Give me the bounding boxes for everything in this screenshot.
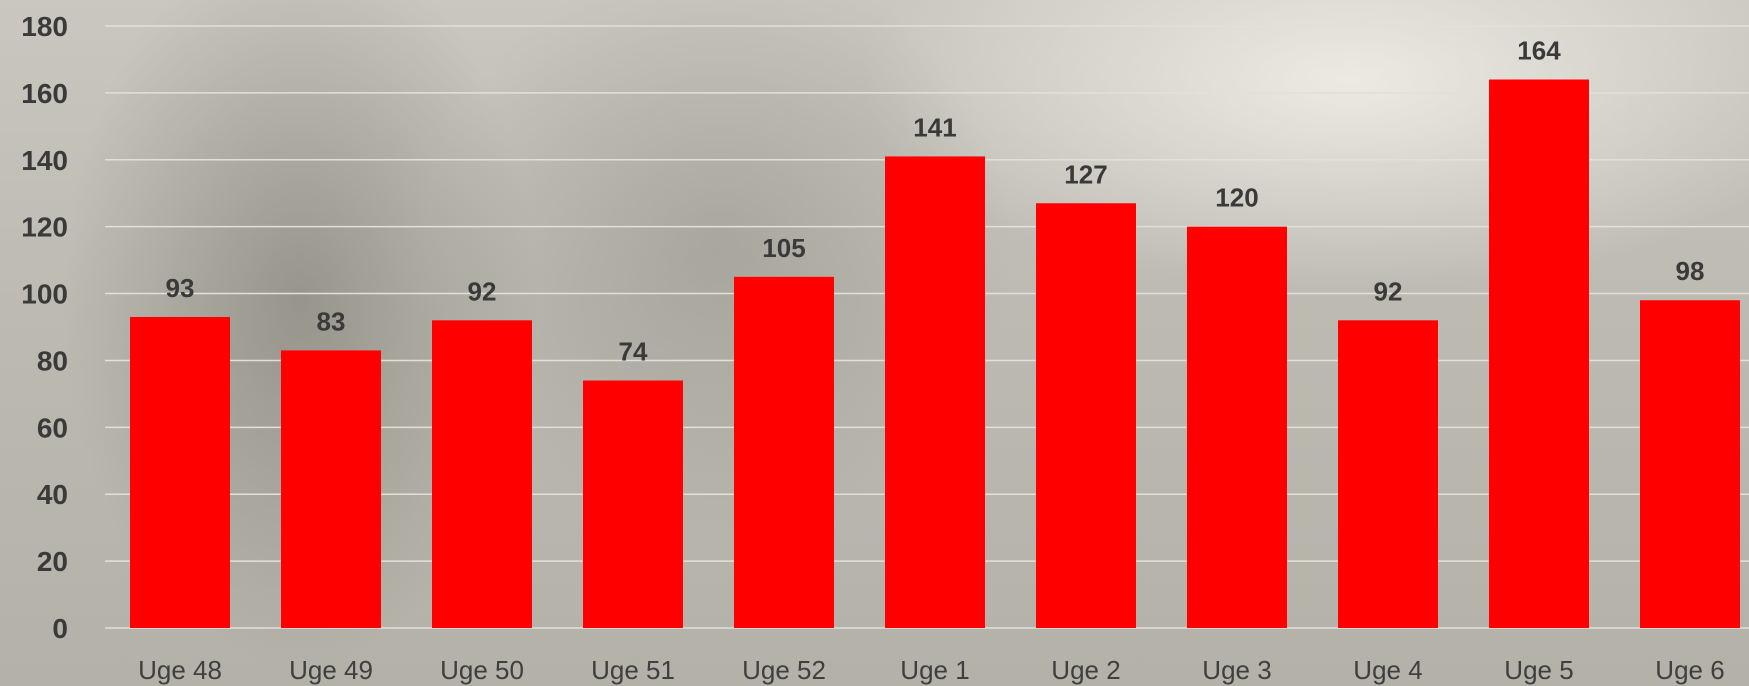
data-label: 74	[619, 337, 648, 367]
y-tick-label: 180	[21, 11, 68, 42]
y-tick-label: 40	[37, 479, 68, 510]
data-labels: 93 83 92 74 105 141 127 120 92 164 98	[166, 36, 1705, 367]
bar	[1489, 79, 1589, 628]
data-label: 93	[166, 273, 195, 303]
bar	[734, 276, 834, 628]
y-tick-label: 60	[37, 412, 68, 443]
bar	[1036, 203, 1136, 628]
x-tick-label: Uge 3	[1202, 655, 1271, 685]
x-tick-label: Uge 5	[1504, 655, 1573, 685]
bar	[583, 380, 683, 628]
data-label: 83	[317, 306, 346, 336]
x-tick-label: Uge 49	[289, 655, 373, 685]
bar	[1338, 320, 1438, 628]
x-tick-label: Uge 6	[1655, 655, 1724, 685]
data-label: 92	[1374, 276, 1403, 306]
y-tick-label: 100	[21, 279, 68, 310]
bar	[281, 350, 381, 628]
y-tick-label: 20	[37, 546, 68, 577]
data-label: 127	[1064, 159, 1107, 189]
x-tick-label: Uge 1	[900, 655, 969, 685]
y-tick-label: 80	[37, 345, 68, 376]
x-tick-label: Uge 51	[591, 655, 675, 685]
data-label: 92	[468, 276, 497, 306]
data-label: 141	[913, 112, 956, 142]
y-tick-label: 0	[52, 613, 68, 644]
y-tick-label: 160	[21, 78, 68, 109]
x-tick-label: Uge 50	[440, 655, 524, 685]
x-tick-label: Uge 2	[1051, 655, 1120, 685]
data-label: 164	[1517, 36, 1561, 66]
y-tick-label: 120	[21, 212, 68, 243]
bar	[885, 156, 985, 628]
data-label: 120	[1215, 183, 1258, 213]
data-label: 98	[1676, 256, 1705, 286]
x-axis: Uge 48 Uge 49 Uge 50 Uge 51 Uge 52 Uge 1 Uge 2…	[138, 655, 1725, 685]
bar	[1187, 226, 1287, 628]
x-tick-label: Uge 52	[742, 655, 826, 685]
x-tick-label: Uge 4	[1353, 655, 1422, 685]
bars	[130, 79, 1740, 628]
bar	[1640, 300, 1740, 628]
x-tick-label: Uge 48	[138, 655, 222, 685]
y-tick-label: 140	[21, 145, 68, 176]
data-label: 105	[762, 233, 805, 263]
y-axis: 0 20 40 60 80 100 120 140 160 180	[21, 11, 68, 644]
bar	[130, 316, 230, 628]
bar	[432, 320, 532, 628]
